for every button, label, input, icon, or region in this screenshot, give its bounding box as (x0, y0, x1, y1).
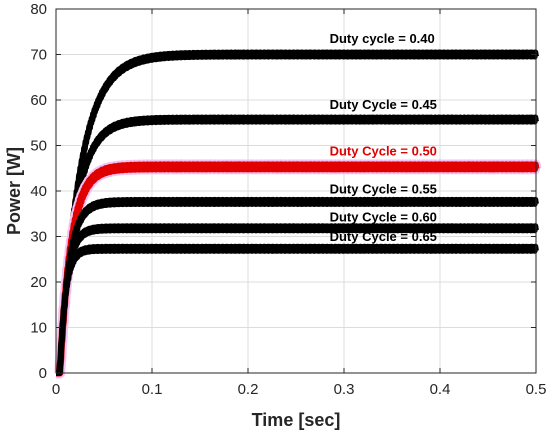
y-tick-label: 30 (30, 229, 47, 246)
y-tick-label: 80 (30, 1, 47, 18)
y-tick-label: 20 (30, 274, 47, 291)
series-line (53, 49, 539, 376)
x-axis-label: Time [sec] (252, 410, 341, 430)
grid (56, 9, 536, 373)
x-tick-label: 0 (52, 381, 60, 398)
y-tick-label: 40 (30, 183, 47, 200)
y-tick-label: 70 (30, 47, 47, 64)
series-annotation: Duty Cycle = 0.65 (330, 229, 437, 244)
axis-ticks: 0 0.1 0.2 0.3 0.4 0.5 0 10 20 30 40 50 60 70 80 (30, 1, 546, 398)
x-tick-label: 0.4 (430, 381, 451, 398)
annotations: Duty cycle = 0.40 Duty Cycle = 0.45 Duty C… (330, 31, 437, 244)
series-line (53, 243, 539, 376)
series-line (53, 196, 539, 376)
series-line (52, 161, 540, 377)
y-tick-label: 0 (39, 365, 47, 382)
x-tick-label: 0.1 (142, 381, 163, 398)
series-annotation: Duty cycle = 0.40 (330, 31, 435, 46)
series-lines (50, 49, 542, 379)
series-annotation: Duty Cycle = 0.60 (330, 209, 437, 224)
series-annotation: Duty Cycle = 0.55 (330, 181, 437, 196)
y-axis-label: Power [W] (4, 147, 24, 235)
series-highlight (50, 159, 542, 379)
x-tick-label: 0.2 (238, 381, 259, 398)
y-tick-label: 50 (30, 138, 47, 155)
y-tick-label: 60 (30, 92, 47, 109)
series-annotation: Duty Cycle = 0.50 (330, 144, 437, 159)
y-tick-label: 10 (30, 320, 47, 337)
series-line (53, 223, 539, 376)
series-line (53, 114, 539, 376)
x-tick-label: 0.3 (334, 381, 355, 398)
series-annotation: Duty Cycle = 0.45 (330, 97, 437, 112)
x-tick-label: 0.5 (526, 381, 547, 398)
